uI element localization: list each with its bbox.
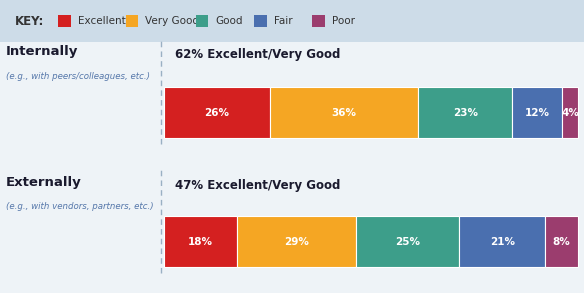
- Text: Poor: Poor: [332, 16, 355, 26]
- Bar: [238, 216, 356, 267]
- Text: Good: Good: [215, 16, 243, 26]
- Bar: [58, 15, 71, 28]
- Bar: [270, 87, 418, 139]
- Bar: [0, 0, 584, 42]
- Bar: [459, 216, 545, 267]
- Text: 25%: 25%: [395, 237, 420, 247]
- Bar: [312, 15, 325, 28]
- Text: 26%: 26%: [204, 108, 230, 118]
- Text: 62% Excellent/Very Good: 62% Excellent/Very Good: [175, 48, 340, 61]
- Text: 47% Excellent/Very Good: 47% Excellent/Very Good: [175, 179, 340, 192]
- Text: Internally: Internally: [6, 45, 78, 58]
- Text: 23%: 23%: [453, 108, 478, 118]
- Bar: [513, 87, 562, 139]
- Text: 4%: 4%: [561, 108, 579, 118]
- Text: Very Good: Very Good: [145, 16, 199, 26]
- Text: 12%: 12%: [524, 108, 550, 118]
- Text: (e.g., with peers/colleagues, etc.): (e.g., with peers/colleagues, etc.): [6, 72, 150, 81]
- Text: 18%: 18%: [188, 237, 213, 247]
- Bar: [254, 15, 267, 28]
- Text: (e.g., with vendors, partners, etc.): (e.g., with vendors, partners, etc.): [6, 202, 154, 211]
- Bar: [126, 15, 138, 28]
- Text: Externally: Externally: [6, 176, 82, 189]
- Text: 36%: 36%: [332, 108, 357, 118]
- Bar: [356, 216, 459, 267]
- Text: Excellent: Excellent: [78, 16, 126, 26]
- Text: 8%: 8%: [553, 237, 571, 247]
- Bar: [164, 216, 238, 267]
- Text: KEY:: KEY:: [15, 15, 44, 28]
- Bar: [418, 87, 513, 139]
- Bar: [164, 87, 270, 139]
- Text: Fair: Fair: [274, 16, 293, 26]
- Text: 29%: 29%: [284, 237, 310, 247]
- Text: 21%: 21%: [490, 237, 515, 247]
- Bar: [545, 216, 578, 267]
- Bar: [196, 15, 208, 28]
- Bar: [562, 87, 578, 139]
